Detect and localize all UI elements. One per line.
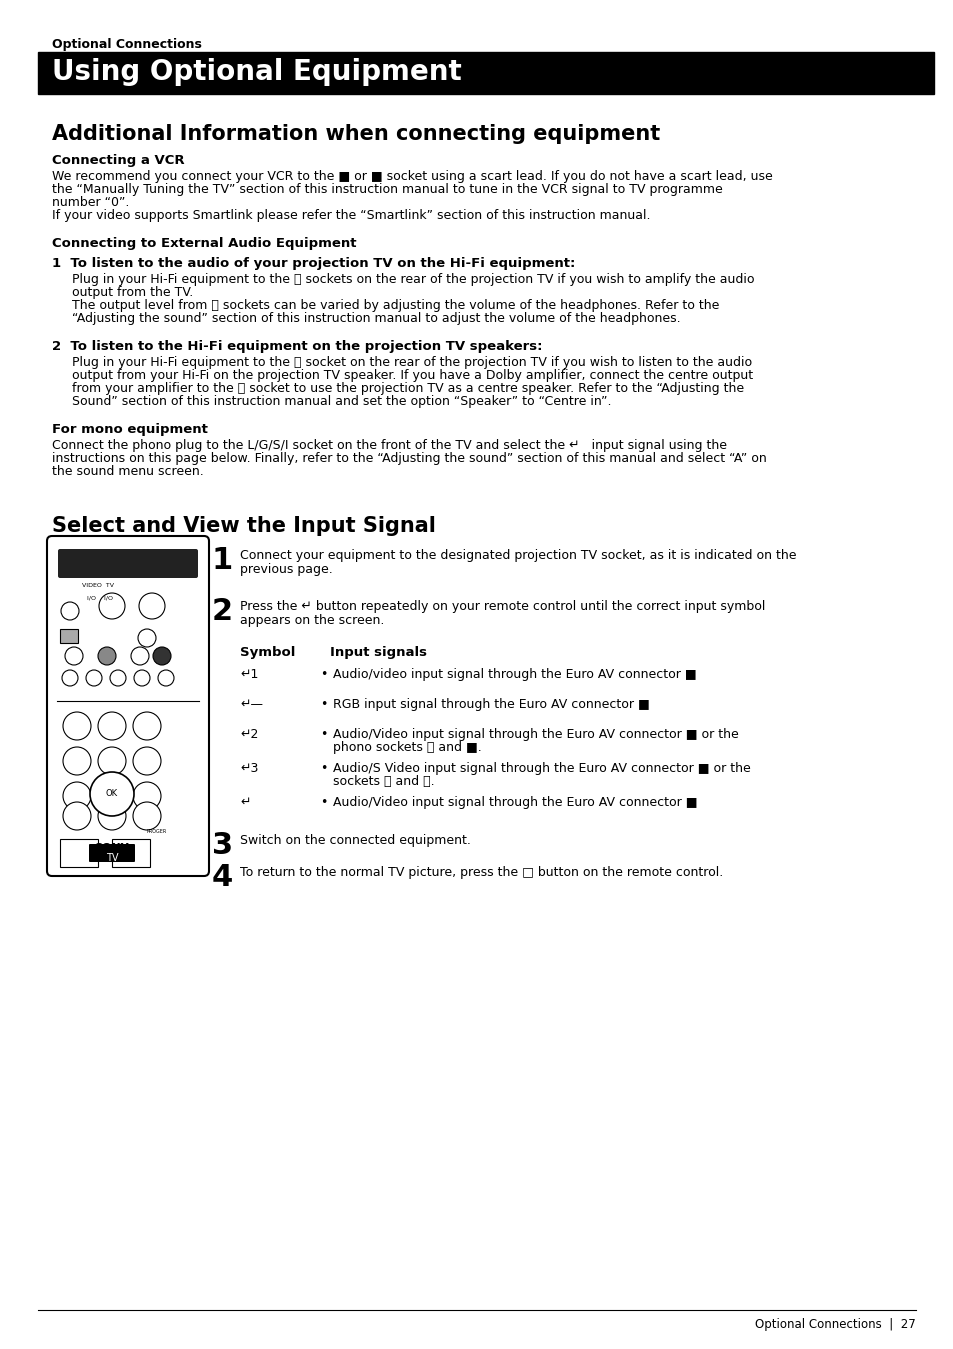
Text: Input signals: Input signals (330, 646, 427, 660)
Text: 1  To listen to the audio of your projection TV on the Hi-Fi equipment:: 1 To listen to the audio of your project… (52, 258, 575, 270)
Text: “Adjusting the sound” section of this instruction manual to adjust the volume of: “Adjusting the sound” section of this in… (71, 312, 679, 325)
Text: sockets Ｈ and Ｆ.: sockets Ｈ and Ｆ. (333, 774, 435, 788)
Circle shape (152, 648, 171, 665)
Text: Connecting to External Audio Equipment: Connecting to External Audio Equipment (52, 237, 356, 250)
Text: appears on the screen.: appears on the screen. (240, 614, 384, 627)
Text: Plug in your Hi-Fi equipment to the Ａ socket on the rear of the projection TV if: Plug in your Hi-Fi equipment to the Ａ so… (71, 356, 751, 370)
Text: Connect your equipment to the designated projection TV socket, as it is indicate: Connect your equipment to the designated… (240, 549, 796, 563)
Circle shape (86, 670, 102, 687)
Bar (112, 839, 150, 867)
Circle shape (133, 670, 150, 687)
Text: Optional Connections  |  27: Optional Connections | 27 (755, 1318, 915, 1331)
Text: ↵: ↵ (240, 796, 251, 809)
Text: •: • (319, 697, 327, 711)
Text: ↵1: ↵1 (240, 668, 258, 681)
Text: phono sockets Ｈ and ■.: phono sockets Ｈ and ■. (333, 741, 481, 754)
Text: 1: 1 (212, 546, 233, 575)
Text: TV: TV (106, 853, 118, 863)
Circle shape (132, 712, 161, 741)
Text: Switch on the connected equipment.: Switch on the connected equipment. (240, 834, 471, 847)
FancyBboxPatch shape (47, 536, 209, 876)
FancyBboxPatch shape (58, 549, 198, 577)
Circle shape (98, 782, 126, 809)
Circle shape (61, 602, 79, 621)
Text: Plug in your Hi-Fi equipment to the Ｂ sockets on the rear of the projection TV i: Plug in your Hi-Fi equipment to the Ｂ so… (71, 272, 754, 286)
Circle shape (62, 670, 78, 687)
Text: Connect the phono plug to the L/G/S/I socket on the front of the TV and select t: Connect the phono plug to the L/G/S/I so… (52, 438, 726, 452)
FancyBboxPatch shape (89, 844, 135, 862)
Text: Optional Connections: Optional Connections (52, 38, 202, 51)
Text: Sound” section of this instruction manual and set the option “Speaker” to “Centr: Sound” section of this instruction manua… (71, 395, 611, 407)
Circle shape (98, 648, 116, 665)
Text: 4: 4 (212, 863, 233, 892)
Circle shape (132, 747, 161, 774)
Circle shape (132, 803, 161, 830)
Text: VIDEO  TV: VIDEO TV (82, 583, 113, 588)
Circle shape (110, 670, 126, 687)
Circle shape (138, 629, 156, 648)
Bar (38, 53, 933, 94)
Text: Press the ↵ button repeatedly on your remote control until the correct input sym: Press the ↵ button repeatedly on your re… (240, 600, 764, 612)
Circle shape (98, 803, 126, 830)
Text: Audio/Video input signal through the Euro AV connector ■: Audio/Video input signal through the Eur… (333, 796, 697, 809)
Text: Audio/S Video input signal through the Euro AV connector ■ or the: Audio/S Video input signal through the E… (333, 762, 750, 774)
Bar (60, 839, 98, 867)
Text: •: • (319, 796, 327, 809)
Circle shape (139, 594, 165, 619)
Circle shape (63, 803, 91, 830)
Text: PROGER: PROGER (147, 830, 167, 834)
Text: RM-893: RM-893 (96, 858, 117, 863)
Circle shape (63, 782, 91, 809)
Text: For mono equipment: For mono equipment (52, 424, 208, 436)
Bar (60, 629, 78, 643)
Text: •: • (319, 728, 327, 741)
Text: •: • (319, 668, 327, 681)
Text: The output level from Ｂ sockets can be varied by adjusting the volume of the hea: The output level from Ｂ sockets can be v… (71, 299, 719, 312)
Text: Select and View the Input Signal: Select and View the Input Signal (52, 517, 436, 536)
Circle shape (98, 747, 126, 774)
Circle shape (158, 670, 173, 687)
Text: If your video supports Smartlink please refer the “Smartlink” section of this in: If your video supports Smartlink please … (52, 209, 650, 223)
Text: output from your Hi-Fi on the projection TV speaker. If you have a Dolby amplifi: output from your Hi-Fi on the projection… (71, 370, 752, 382)
Text: the “Manually Tuning the TV” section of this instruction manual to tune in the V: the “Manually Tuning the TV” section of … (52, 183, 722, 196)
Text: Audio/Video input signal through the Euro AV connector ■ or the: Audio/Video input signal through the Eur… (333, 728, 738, 741)
Text: from your amplifier to the Ａ socket to use the projection TV as a centre speaker: from your amplifier to the Ａ socket to u… (71, 382, 743, 395)
Circle shape (90, 772, 133, 816)
Text: ↵—: ↵— (240, 697, 263, 711)
Circle shape (63, 747, 91, 774)
Text: instructions on this page below. Finally, refer to the “Adjusting the sound” sec: instructions on this page below. Finally… (52, 452, 766, 465)
Text: •: • (319, 762, 327, 774)
Circle shape (132, 782, 161, 809)
Text: RGB input signal through the Euro AV connector ■: RGB input signal through the Euro AV con… (333, 697, 649, 711)
Text: OK: OK (106, 789, 118, 799)
Circle shape (65, 648, 83, 665)
Text: 2: 2 (212, 598, 233, 626)
Text: Additional Information when connecting equipment: Additional Information when connecting e… (52, 124, 659, 144)
Circle shape (63, 712, 91, 741)
Text: We recommend you connect your VCR to the ■ or ■ socket using a scart lead. If yo: We recommend you connect your VCR to the… (52, 170, 772, 183)
Text: 2  To listen to the Hi-Fi equipment on the projection TV speakers:: 2 To listen to the Hi-Fi equipment on th… (52, 340, 542, 353)
Text: previous page.: previous page. (240, 563, 333, 576)
Text: Connecting a VCR: Connecting a VCR (52, 154, 185, 167)
Circle shape (98, 712, 126, 741)
Text: ↵3: ↵3 (240, 762, 258, 774)
Text: the sound menu screen.: the sound menu screen. (52, 465, 204, 478)
Text: number “0”.: number “0”. (52, 196, 130, 209)
Circle shape (99, 594, 125, 619)
Circle shape (131, 648, 149, 665)
Text: 3: 3 (212, 831, 233, 861)
Text: To return to the normal TV picture, press the □ button on the remote control.: To return to the normal TV picture, pres… (240, 866, 722, 880)
Text: output from the TV.: output from the TV. (71, 286, 193, 299)
Text: SONY: SONY (94, 843, 130, 853)
Text: ↵2: ↵2 (240, 728, 258, 741)
Text: I/O    I/O: I/O I/O (87, 596, 112, 602)
Text: Symbol: Symbol (240, 646, 295, 660)
Text: Audio/video input signal through the Euro AV connector ■: Audio/video input signal through the Eur… (333, 668, 696, 681)
Text: Using Optional Equipment: Using Optional Equipment (52, 58, 461, 86)
